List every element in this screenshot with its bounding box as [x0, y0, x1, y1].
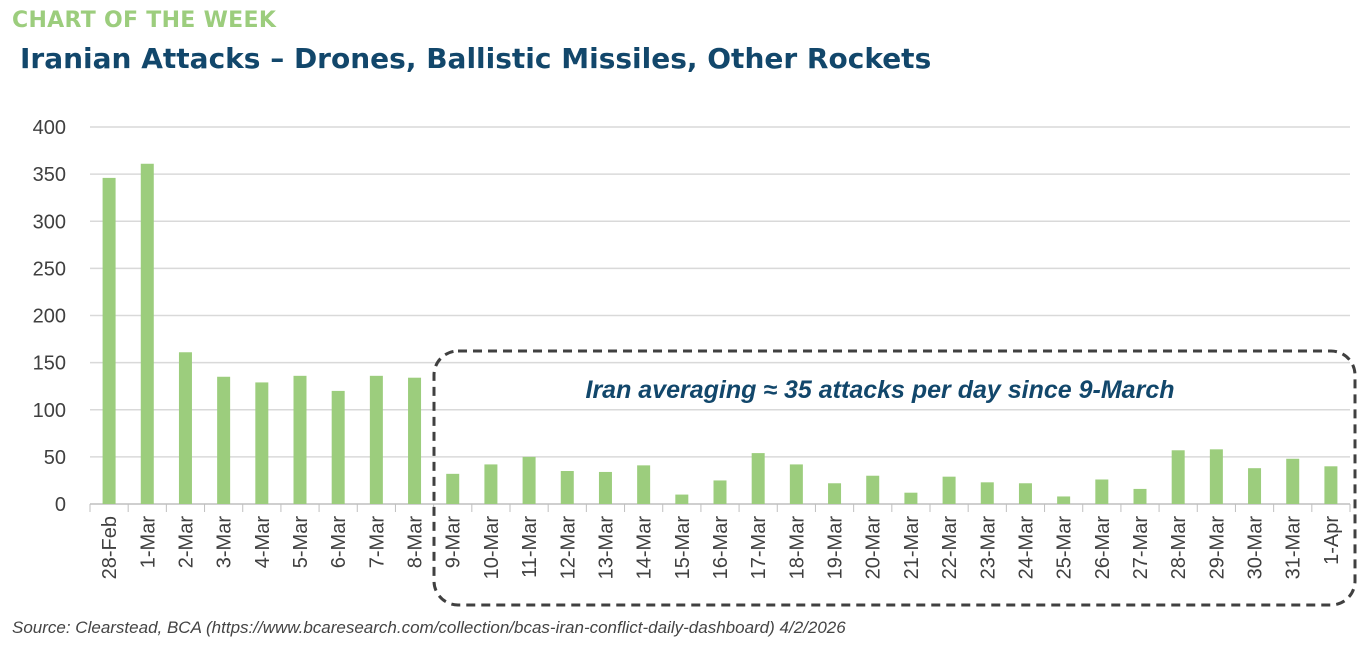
- bar-8-Mar: [408, 377, 422, 504]
- x-tick-label: 1-Mar: [137, 516, 159, 569]
- x-tick-label: 12-Mar: [557, 516, 579, 580]
- bar-4-Mar: [255, 382, 269, 504]
- chart-kicker: CHART OF THE WEEK: [12, 8, 277, 33]
- x-tick-label: 31-Mar: [1283, 516, 1305, 580]
- x-tick-label: 20-Mar: [863, 516, 885, 580]
- x-tick-label: 17-Mar: [748, 516, 770, 580]
- bar-9-Mar: [446, 473, 460, 504]
- bar-29-Mar: [1209, 449, 1223, 504]
- bar-27-Mar: [1133, 488, 1147, 504]
- x-tick-label: 3-Mar: [214, 516, 236, 569]
- bar-23-Mar: [980, 482, 994, 504]
- bar-15-Mar: [675, 494, 689, 504]
- y-tick-label: 50: [44, 447, 66, 469]
- bar-7-Mar: [369, 375, 383, 504]
- bar-21-Mar: [904, 492, 918, 504]
- x-tick-label: 28-Feb: [99, 516, 121, 579]
- bar-26-Mar: [1095, 479, 1109, 504]
- bar-1-Apr: [1324, 466, 1338, 504]
- y-tick-label: 300: [33, 211, 66, 233]
- x-tick-label: 8-Mar: [405, 516, 427, 569]
- bar-13-Mar: [598, 471, 612, 504]
- x-tick-label: 30-Mar: [1245, 516, 1267, 580]
- bar-17-Mar: [751, 453, 765, 504]
- y-tick-label: 150: [33, 353, 66, 375]
- bar-2-Mar: [178, 352, 192, 504]
- bar-11-Mar: [522, 456, 536, 504]
- x-tick-label: 16-Mar: [710, 516, 732, 580]
- x-tick-label: 15-Mar: [672, 516, 694, 580]
- x-tick-label: 24-Mar: [1015, 516, 1037, 580]
- bar-18-Mar: [789, 464, 803, 504]
- source-note: Source: Clearstead, BCA (https://www.bca…: [12, 618, 846, 637]
- bar-14-Mar: [637, 465, 651, 504]
- x-tick-label: 1-Apr: [1321, 516, 1343, 565]
- x-tick-label: 23-Mar: [977, 516, 999, 580]
- x-tick-label: 2-Mar: [175, 516, 197, 569]
- x-tick-label: 13-Mar: [595, 516, 617, 580]
- bar-30-Mar: [1248, 468, 1262, 504]
- bar-24-Mar: [1018, 483, 1032, 504]
- bar-19-Mar: [828, 483, 842, 504]
- y-tick-label: 0: [55, 494, 66, 516]
- x-tick-label: 6-Mar: [328, 516, 350, 569]
- bar-3-Mar: [217, 376, 231, 504]
- x-tick-label: 4-Mar: [252, 516, 274, 569]
- x-tick-label: 11-Mar: [519, 516, 541, 578]
- bar-6-Mar: [331, 390, 345, 504]
- x-tick-label: 19-Mar: [825, 516, 847, 580]
- bar-12-Mar: [560, 471, 574, 504]
- bar-28-Feb: [102, 177, 116, 504]
- bar-10-Mar: [484, 464, 498, 504]
- bar-31-Mar: [1286, 458, 1300, 504]
- x-tick-label: 25-Mar: [1054, 516, 1076, 580]
- x-tick-label: 9-Mar: [443, 516, 465, 569]
- x-tick-label: 26-Mar: [1092, 516, 1114, 580]
- bar-1-Mar: [140, 163, 154, 504]
- x-tick-label: 18-Mar: [786, 516, 808, 580]
- y-tick-label: 100: [33, 400, 66, 422]
- bar-25-Mar: [1057, 496, 1071, 504]
- chart-title: Iranian Attacks – Drones, Ballistic Miss…: [20, 42, 932, 75]
- x-tick-label: 14-Mar: [634, 516, 656, 580]
- x-tick-label: 10-Mar: [481, 516, 503, 580]
- bar-5-Mar: [293, 375, 307, 504]
- x-tick-label: 27-Mar: [1130, 516, 1152, 580]
- y-tick-label: 250: [33, 258, 66, 280]
- bar-16-Mar: [713, 480, 727, 504]
- y-tick-label: 200: [33, 306, 66, 328]
- x-tick-label: 28-Mar: [1168, 516, 1190, 580]
- x-tick-label: 29-Mar: [1206, 516, 1228, 580]
- y-tick-label: 400: [33, 117, 66, 139]
- bar-28-Mar: [1171, 450, 1185, 504]
- x-tick-label: 21-Mar: [901, 516, 923, 580]
- x-tick-label: 5-Mar: [290, 516, 312, 569]
- annotation-text: Iran averaging ≈ 35 attacks per day sinc…: [586, 376, 1175, 404]
- x-tick-label: 22-Mar: [939, 516, 961, 580]
- bar-20-Mar: [866, 475, 880, 504]
- x-tick-label: 7-Mar: [366, 516, 388, 569]
- y-tick-label: 350: [33, 164, 66, 186]
- bar-22-Mar: [942, 476, 956, 504]
- annotation-box: [432, 349, 1357, 607]
